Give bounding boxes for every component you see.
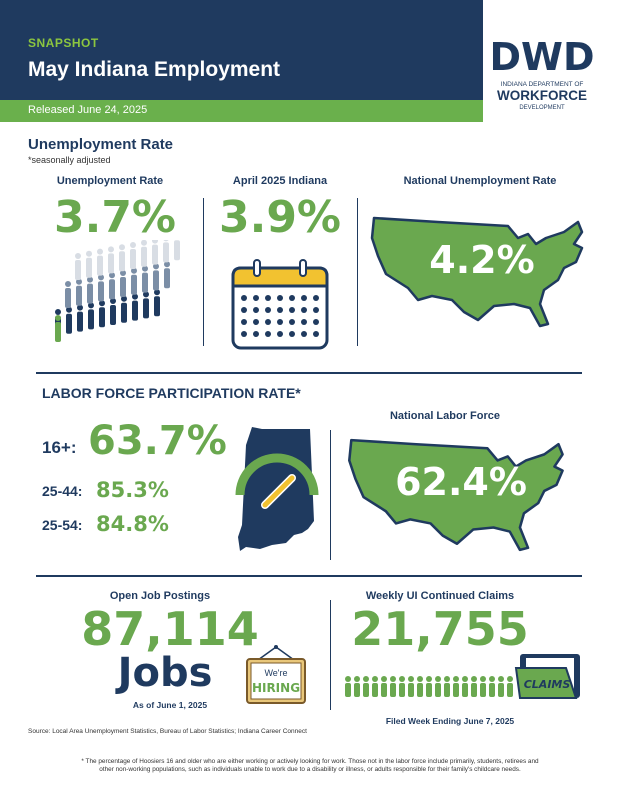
- footnote: * The percentage of Hoosiers 16 and olde…: [30, 758, 590, 774]
- calendar-icon: [230, 258, 330, 352]
- ui-claims-value: 21,755: [351, 602, 529, 656]
- dwd-logo: DWD INDIANA DEPARTMENT OF WORKFORCE DEVE…: [487, 35, 597, 122]
- job-postings-label: Open Job Postings: [109, 590, 211, 602]
- lfpr-25-54-value: 84.8%: [96, 512, 169, 536]
- divider-3: [330, 430, 331, 560]
- april-rate-label: April 2025 Indiana: [232, 175, 328, 187]
- logo-line2: WORKFORCE: [497, 88, 587, 103]
- source-note: Source: Local Area Unemployment Statisti…: [28, 728, 307, 735]
- footnote-line2: other non-working populations, such as i…: [99, 766, 521, 773]
- lfpr-16-label: 16+:: [42, 438, 77, 457]
- people-crowd-icon: [50, 233, 190, 358]
- lfpr-section-title: LABOR FORCE PARTICIPATION RATE*: [42, 385, 301, 401]
- lfpr-16-value: 63.7%: [88, 418, 227, 464]
- claims-folder-text: CLAIMS: [524, 678, 571, 691]
- divider-4: [330, 600, 331, 710]
- sign-line1: We're: [264, 668, 287, 678]
- release-date: Released June 24, 2025: [28, 104, 148, 116]
- sign-line2: HIRING: [252, 681, 300, 695]
- april-rate-value: 3.9%: [218, 192, 342, 243]
- claims-people-icon: CLAIMS: [342, 652, 582, 702]
- page-title: May Indiana Employment: [28, 58, 281, 81]
- job-postings-value: 87,114: [81, 602, 259, 656]
- divider-1: [203, 198, 204, 346]
- header-kicker: SNAPSHOT: [28, 36, 99, 50]
- seasonally-adjusted-note: *seasonally adjusted: [28, 155, 111, 165]
- postings-as-of: As of June 1, 2025: [132, 700, 208, 710]
- footnote-line1: * The percentage of Hoosiers 16 and olde…: [81, 758, 539, 765]
- national-rate-value: 4.2%: [429, 238, 535, 282]
- divider-2: [357, 198, 358, 346]
- lfpr-25-44-value: 85.3%: [96, 478, 169, 502]
- release-band: [0, 100, 483, 122]
- lfpr-25-44-label: 25-44:: [42, 483, 83, 499]
- unemployment-section-title: Unemployment Rate: [28, 136, 174, 153]
- national-rate-label: National Unemployment Rate: [403, 175, 557, 187]
- indiana-rate-label: Unemployment Rate: [56, 175, 164, 187]
- claims-filed-date: Filed Week Ending June 7, 2025: [385, 716, 515, 726]
- indiana-gauge-icon: [232, 425, 322, 555]
- header-band: [0, 0, 483, 100]
- section-divider-2: [36, 575, 582, 577]
- hiring-sign-icon: We're HIRING: [244, 644, 308, 706]
- logo-letters: DWD: [489, 36, 594, 79]
- national-lfpr-value: 62.4%: [395, 460, 527, 504]
- section-divider-1: [36, 372, 582, 374]
- us-map-icon-2: [345, 430, 577, 560]
- logo-line3: DEVELOPMENT: [519, 105, 565, 111]
- lfpr-25-54-label: 25-54:: [42, 517, 83, 533]
- jobs-unit: Jobs: [117, 650, 213, 696]
- us-map-icon: [368, 208, 596, 336]
- ui-claims-label: Weekly UI Continued Claims: [365, 590, 515, 602]
- indiana-rate-value: 3.7%: [53, 192, 177, 243]
- national-lfpr-label: National Labor Force: [389, 410, 501, 422]
- logo-line1: INDIANA DEPARTMENT OF: [501, 81, 584, 88]
